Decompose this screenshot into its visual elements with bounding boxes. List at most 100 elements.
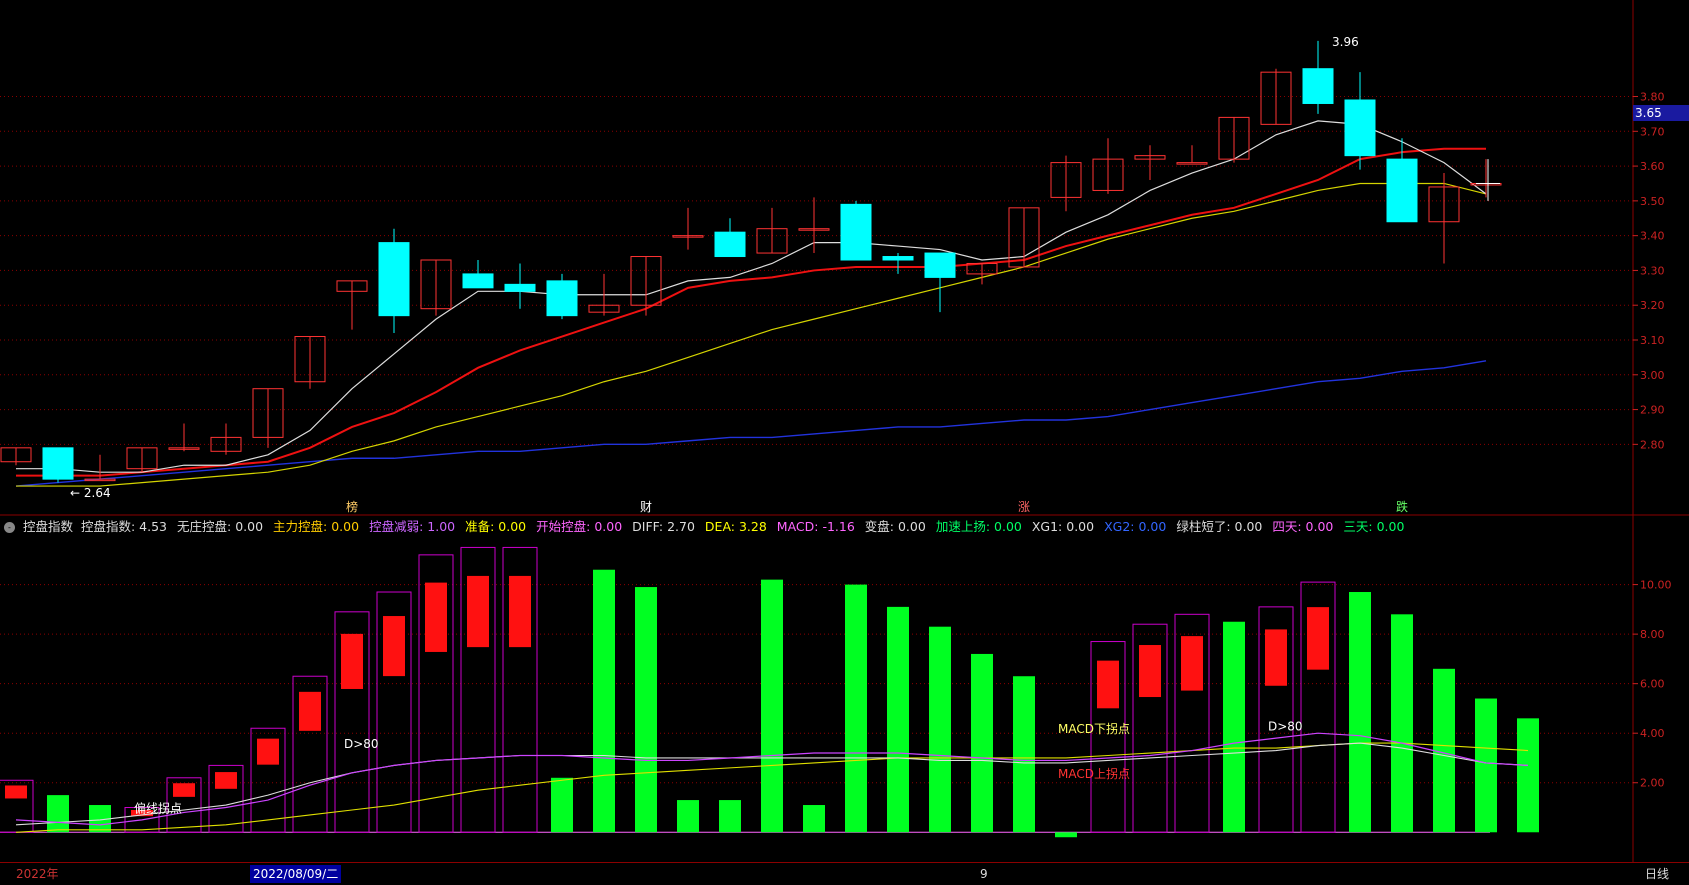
candle-body bbox=[42, 447, 74, 480]
ind-bar-outline bbox=[376, 591, 412, 833]
candle-body bbox=[378, 242, 410, 317]
ind-tick-label: 6.00 bbox=[1640, 678, 1665, 691]
price-tick-label: 2.90 bbox=[1640, 404, 1665, 417]
ind-bar-green bbox=[1223, 621, 1245, 833]
ind-bar-outline bbox=[502, 546, 538, 833]
price-tick-label: 3.30 bbox=[1640, 264, 1665, 277]
candle-body bbox=[588, 304, 620, 313]
indicator-value-15: 三天: 0.00 bbox=[1343, 519, 1405, 534]
ind-bar-outline bbox=[1132, 623, 1168, 833]
ind-bar-green bbox=[803, 805, 825, 833]
ind-bar-green bbox=[971, 653, 993, 833]
ind-tick-label: 10.00 bbox=[1640, 579, 1672, 592]
ind-bar-red bbox=[299, 691, 321, 731]
ind-bar-red bbox=[1139, 645, 1161, 698]
candle-body bbox=[126, 447, 158, 470]
candle-body bbox=[924, 252, 956, 278]
event-label: 涨 bbox=[1018, 499, 1030, 514]
ind-bar-outline bbox=[250, 727, 286, 833]
ind-bar-red bbox=[131, 809, 153, 817]
indicator-name[interactable]: 控盘指数 bbox=[22, 519, 73, 534]
ind-bar-outline bbox=[292, 675, 328, 833]
ind-bar-green bbox=[929, 626, 951, 833]
ind-bar-green bbox=[719, 800, 741, 833]
ind-bar-outline bbox=[460, 546, 496, 833]
candle-body bbox=[252, 388, 284, 438]
event-label: 榜 bbox=[346, 499, 358, 514]
candle-body bbox=[1344, 99, 1376, 157]
candle-body bbox=[210, 436, 242, 452]
indicator-value-4: 准备: 0.00 bbox=[465, 519, 527, 534]
collapse-icon[interactable]: - bbox=[4, 522, 15, 533]
candle-body bbox=[1260, 71, 1292, 125]
price-tick-label: 3.20 bbox=[1640, 299, 1665, 312]
ma-yellow-line bbox=[16, 182, 1487, 487]
ind-bar-green bbox=[89, 805, 111, 833]
price-tick-label: 3.70 bbox=[1640, 125, 1665, 138]
ind-annotation: 偏线拐点 bbox=[134, 800, 182, 815]
price-tick-label: 3.60 bbox=[1640, 160, 1665, 173]
indicator-value-11: XG1: 0.00 bbox=[1031, 519, 1095, 534]
candle-body bbox=[630, 256, 662, 306]
price-tick-label: 3.80 bbox=[1640, 91, 1665, 104]
candle-body bbox=[504, 283, 536, 292]
ind-bar-green bbox=[887, 606, 909, 833]
period-label[interactable]: 日线 bbox=[1645, 867, 1670, 881]
ind-annotation: D>80 bbox=[344, 737, 379, 751]
indicator-value-14: 四天: 0.00 bbox=[1272, 519, 1334, 534]
indicator-values: 控盘指数: 4.53 无庄控盘: 0.00 主力控盘: 0.00 控盘减弱: 1.00… bbox=[81, 519, 1414, 534]
candle-body bbox=[462, 273, 494, 289]
ind-bar-outline bbox=[334, 611, 370, 833]
event-label: 财 bbox=[640, 500, 652, 514]
ind-bar-outline bbox=[418, 554, 454, 833]
ind-bar-green bbox=[761, 579, 783, 833]
indicator-value-2: 主力控盘: 0.00 bbox=[273, 519, 360, 534]
ind-bar-green bbox=[593, 569, 615, 833]
indicator-value-12: XG2: 0.00 bbox=[1104, 519, 1167, 534]
price-tick-label: 3.50 bbox=[1640, 195, 1665, 208]
indicator-value-9: 变盘: 0.00 bbox=[864, 519, 926, 534]
ind-bar-green bbox=[551, 777, 573, 833]
ind-bar-red bbox=[1181, 636, 1203, 691]
ma-red-line bbox=[16, 147, 1486, 477]
candle-body bbox=[756, 228, 788, 254]
candle-body bbox=[336, 280, 368, 292]
ind-bar-green bbox=[1055, 832, 1077, 838]
ind-bar-outline bbox=[1300, 581, 1336, 833]
ind-bar-red bbox=[383, 616, 405, 677]
ind-bar-green bbox=[1517, 718, 1539, 833]
event-label: 跌 bbox=[1396, 499, 1408, 514]
ind-annotation: MACD上拐点 bbox=[1058, 766, 1130, 781]
month-label: 9 bbox=[980, 867, 988, 881]
ind-bar-green bbox=[1433, 668, 1455, 833]
ind-yellow-line bbox=[15, 742, 1529, 833]
ind-bar-red bbox=[425, 582, 447, 652]
year-label: 2022年 bbox=[16, 867, 59, 881]
ind-bar-red bbox=[1265, 629, 1287, 686]
ind-bar-outline bbox=[166, 777, 202, 833]
high-price-label: 3.96 bbox=[1332, 35, 1359, 49]
indicator-value-5: 开始控盘: 0.00 bbox=[536, 519, 623, 534]
ind-tick-label: 8.00 bbox=[1640, 628, 1665, 641]
candle-body bbox=[1218, 116, 1250, 160]
candle-body bbox=[1428, 186, 1460, 223]
ind-bar-green bbox=[1013, 676, 1035, 833]
ind-bar-outline bbox=[124, 807, 160, 833]
ind-bar-outline bbox=[1090, 641, 1126, 833]
indicator-value-6: DIFF: 2.70 bbox=[632, 519, 695, 534]
ind-bar-red bbox=[1097, 660, 1119, 709]
ind-bar-red bbox=[467, 575, 489, 648]
candle-body bbox=[882, 256, 914, 261]
candle-body bbox=[420, 259, 452, 310]
candle-body bbox=[966, 262, 998, 275]
ind-white-line bbox=[15, 742, 1529, 826]
time-axis: 2022年 2022/08/09/二 9 日线 bbox=[0, 862, 1689, 885]
candle-body bbox=[1386, 158, 1418, 223]
candle-body bbox=[840, 203, 872, 261]
ind-bar-green bbox=[1475, 698, 1497, 833]
ind-tick-label: 4.00 bbox=[1640, 727, 1665, 740]
ind-bar-red bbox=[173, 783, 195, 797]
indicator-value-13: 绿柱短了: 0.00 bbox=[1176, 519, 1263, 534]
price-tick-label: 2.80 bbox=[1640, 438, 1665, 451]
